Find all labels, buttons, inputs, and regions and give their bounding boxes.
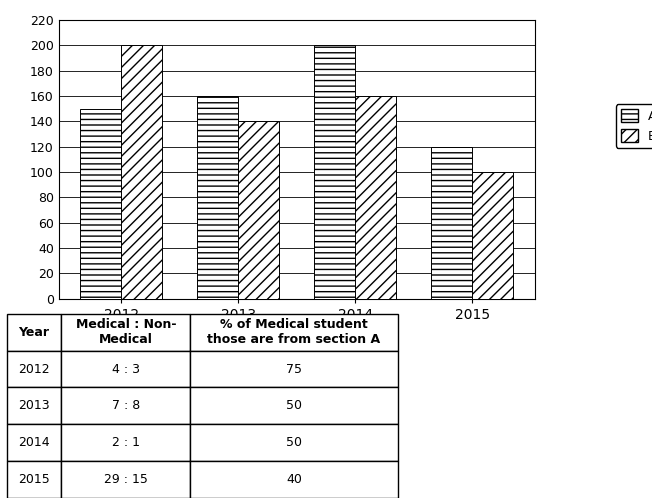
Bar xyxy=(198,96,238,299)
Bar xyxy=(121,45,162,299)
Bar xyxy=(431,147,472,299)
Legend: A, B: A, B xyxy=(615,104,652,147)
Bar xyxy=(314,45,355,299)
Bar xyxy=(80,109,121,299)
Bar xyxy=(355,96,396,299)
Bar xyxy=(472,172,513,299)
Bar xyxy=(238,122,279,299)
